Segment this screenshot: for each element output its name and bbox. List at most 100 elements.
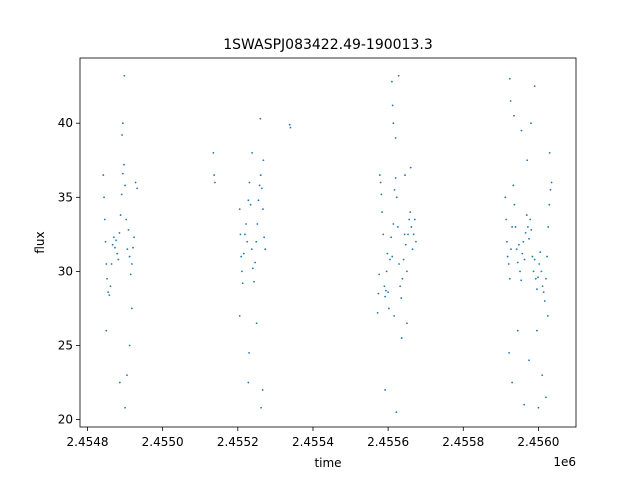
data-point bbox=[289, 126, 292, 129]
data-point bbox=[508, 77, 511, 80]
data-point bbox=[238, 208, 241, 211]
data-point bbox=[123, 74, 126, 77]
data-point bbox=[245, 223, 247, 225]
data-point bbox=[520, 279, 523, 282]
data-point bbox=[107, 291, 110, 294]
data-point bbox=[409, 166, 412, 169]
data-point bbox=[524, 231, 527, 234]
data-point bbox=[506, 255, 509, 258]
data-point bbox=[527, 226, 529, 228]
data-point bbox=[250, 248, 253, 251]
x-axis: 2.4548 2.4550 2.4552 2.4554 2.4556 2.4558 2.45… bbox=[67, 427, 559, 449]
data-point bbox=[406, 322, 408, 325]
data-point bbox=[546, 255, 548, 258]
plot-frame bbox=[79, 57, 577, 428]
data-point bbox=[513, 203, 516, 206]
data-point bbox=[114, 246, 116, 249]
data-point bbox=[525, 214, 528, 216]
data-point bbox=[123, 163, 125, 166]
data-point bbox=[111, 243, 114, 246]
data-point bbox=[108, 294, 111, 297]
data-point bbox=[520, 129, 523, 132]
data-point bbox=[403, 233, 406, 236]
data-point bbox=[248, 352, 250, 354]
data-point bbox=[511, 381, 514, 384]
data-point bbox=[387, 291, 390, 294]
data-point bbox=[264, 248, 267, 251]
data-point bbox=[116, 252, 119, 255]
data-point bbox=[533, 258, 536, 261]
data-point bbox=[112, 236, 115, 239]
data-point bbox=[241, 282, 244, 285]
data-point bbox=[132, 246, 134, 249]
data-point bbox=[532, 270, 535, 273]
data-point bbox=[394, 177, 397, 179]
data-point bbox=[121, 134, 123, 136]
data-point bbox=[261, 389, 264, 391]
data-point bbox=[415, 240, 417, 243]
data-point bbox=[130, 307, 133, 310]
data-point bbox=[387, 307, 390, 310]
data-point bbox=[257, 199, 260, 202]
data-point bbox=[256, 223, 259, 225]
data-point bbox=[381, 211, 384, 214]
data-point bbox=[247, 381, 250, 384]
data-point bbox=[399, 285, 402, 288]
data-point bbox=[118, 231, 121, 234]
data-point bbox=[514, 226, 517, 228]
data-point bbox=[534, 277, 537, 280]
data-point bbox=[253, 280, 255, 283]
data-point bbox=[255, 240, 258, 243]
y-tick-label: 25 bbox=[58, 338, 73, 352]
data-point bbox=[103, 196, 105, 199]
data-point bbox=[241, 270, 243, 273]
data-point bbox=[533, 85, 536, 88]
data-point bbox=[537, 276, 539, 279]
data-point bbox=[260, 406, 263, 409]
data-point bbox=[394, 137, 397, 139]
x-tick-label: 2.4560 bbox=[517, 435, 559, 449]
data-point bbox=[508, 277, 511, 280]
data-point bbox=[260, 187, 263, 190]
data-point bbox=[129, 273, 132, 276]
data-point bbox=[390, 80, 393, 83]
data-point bbox=[510, 248, 512, 251]
data-point bbox=[404, 243, 407, 246]
data-point bbox=[540, 270, 543, 273]
data-point bbox=[407, 233, 409, 236]
data-point bbox=[128, 344, 131, 347]
data-point bbox=[109, 285, 112, 288]
data-point bbox=[545, 277, 547, 280]
data-point bbox=[539, 251, 542, 254]
data-point bbox=[529, 218, 532, 221]
data-point bbox=[548, 151, 551, 154]
data-point bbox=[378, 273, 380, 276]
data-point bbox=[251, 267, 254, 270]
data-point bbox=[543, 300, 546, 302]
data-point bbox=[401, 277, 404, 280]
data-point bbox=[522, 240, 525, 243]
data-point bbox=[511, 226, 514, 228]
data-point bbox=[398, 263, 400, 265]
data-point bbox=[125, 218, 128, 221]
data-point bbox=[393, 314, 396, 317]
data-point bbox=[504, 196, 507, 199]
data-point bbox=[213, 174, 216, 176]
data-point bbox=[248, 181, 251, 184]
data-point bbox=[378, 174, 381, 176]
data-point bbox=[530, 122, 532, 125]
data-point bbox=[400, 297, 403, 299]
data-point bbox=[104, 240, 107, 243]
data-point bbox=[392, 122, 395, 125]
data-point bbox=[106, 277, 108, 280]
plot-area bbox=[80, 58, 576, 427]
data-point bbox=[263, 236, 266, 239]
data-point bbox=[400, 337, 403, 339]
data-point bbox=[521, 252, 524, 255]
data-point bbox=[395, 196, 398, 199]
y-axis-label: flux bbox=[33, 231, 47, 253]
data-point bbox=[124, 406, 126, 409]
data-point bbox=[542, 291, 545, 294]
data-point bbox=[288, 123, 291, 126]
data-point bbox=[384, 295, 387, 298]
